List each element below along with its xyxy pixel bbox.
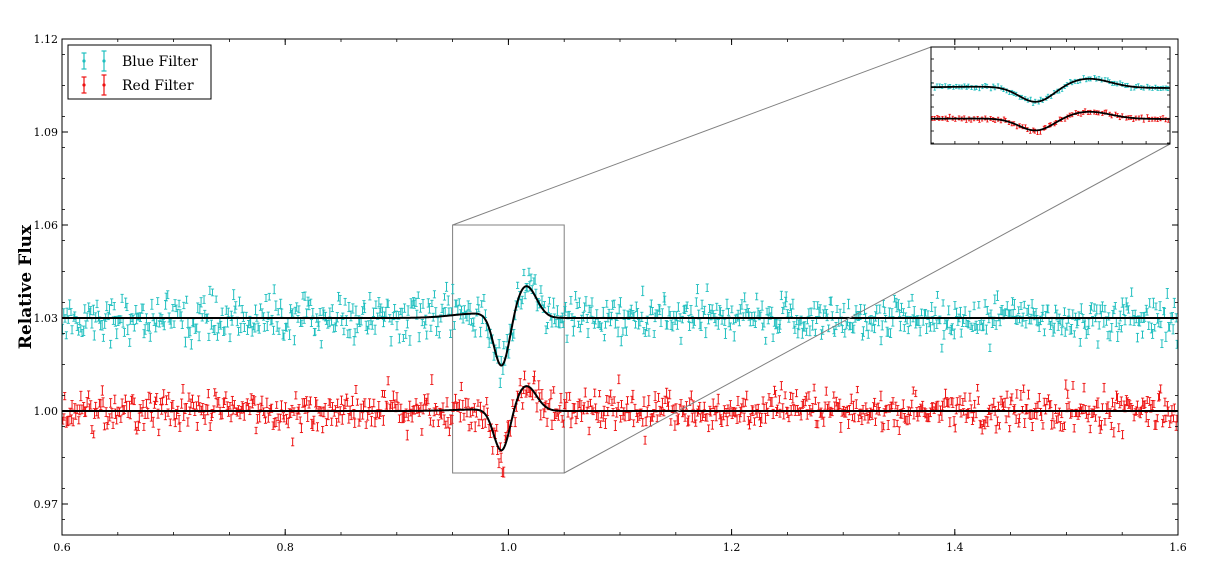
zoom-box-rect <box>452 224 565 474</box>
series-points-blue <box>62 267 1178 388</box>
zoom-region-box <box>452 224 565 474</box>
data-points <box>62 267 1178 478</box>
